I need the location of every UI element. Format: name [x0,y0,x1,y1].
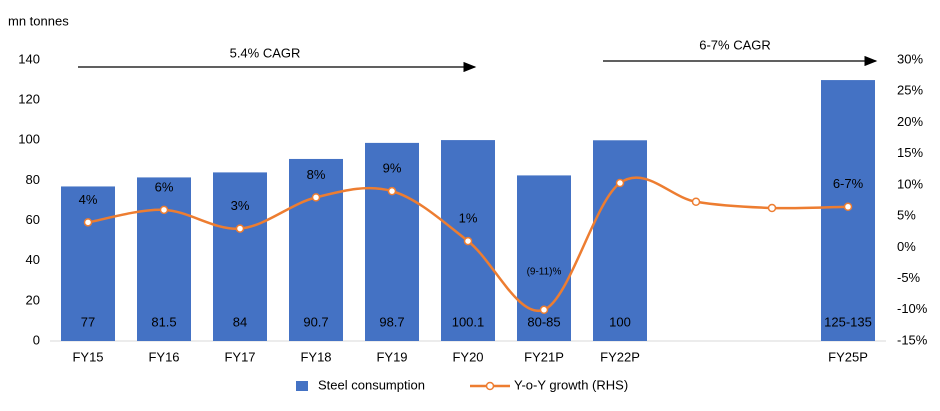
x-tick-label: FY25P [828,349,868,364]
y2-tick-label: 5% [897,208,916,223]
bar-value-label: 90.7 [303,314,328,329]
growth-value-label: (9-11)% [527,266,562,277]
growth-point [159,205,169,215]
growth-value-label: 9% [383,161,402,176]
y2-tick-label: 10% [897,176,923,191]
bar-value-label: 100 [609,314,631,329]
y2-tick-label: 30% [897,51,923,66]
y-tick-label: 40 [26,252,40,267]
growth-point [691,197,701,206]
bar [61,186,115,341]
bar [137,177,191,341]
y2-tick-label: -10% [897,301,928,316]
y2-tick-label: 15% [897,145,923,160]
y2-tick-label: 0% [897,239,916,254]
growth-point [387,186,397,196]
bar-value-label: 125-135 [824,314,872,329]
growth-point [235,224,245,233]
legend-swatch [296,381,308,391]
bar [365,142,419,341]
bar-value-label: 98.7 [379,314,404,329]
growth-point [463,236,473,246]
growth-line [87,176,849,313]
y-tick-label: 0 [33,332,40,347]
bar-value-label: 77 [81,314,95,329]
x-tick-label: FY20 [452,349,483,364]
bar [289,158,343,341]
bar [213,172,267,341]
growth-point [843,202,853,211]
annotation: 5.4% CAGR [230,45,301,60]
x-tick-label: FY22P [600,349,640,364]
x-tick-label: FY17 [224,349,255,364]
growth-value-label: 6-7% [833,176,864,191]
y-tick-label: 100 [18,132,40,147]
growth-value-label: 1% [459,211,478,226]
bar-value-label: 80-85 [527,314,560,329]
x-tick-label: FY18 [300,349,331,364]
growth-point [767,203,777,213]
growth-value-label: 3% [231,198,250,213]
growth-value-label: 8% [307,167,326,182]
growth-point [83,218,93,227]
bar-value-label: 84 [233,314,247,329]
legend-swatch [485,381,495,391]
x-tick-label: FY21P [524,349,564,364]
y2-tick-label: -15% [897,332,928,347]
growth-value-label: 4% [79,192,98,207]
y-tick-label: 140 [18,51,40,66]
x-tick-label: FY19 [376,349,407,364]
y2-tick-label: -5% [897,270,921,285]
y-tick-label: 120 [18,92,40,107]
x-tick-label: FY16 [148,349,179,364]
x-tick-label: FY15 [72,349,103,364]
annotation: 6-7% CAGR [699,37,771,52]
legend-label: Steel consumption [318,377,425,392]
bar [593,140,647,341]
y2-tick-label: 20% [897,114,923,129]
bar-value-label: 100.1 [452,314,485,329]
y-tick-label: 60 [26,212,40,227]
y-tick-label: 80 [26,172,40,187]
y2-tick-label: 25% [897,83,923,98]
legend-label: Y-o-Y growth (RHS) [514,377,628,392]
y-axis-label: mn tonnes [8,13,69,28]
growth-point [539,305,549,315]
growth-point [311,193,321,202]
growth-value-label: 6% [155,179,174,194]
y-tick-label: 20 [26,292,40,307]
bar-value-label: 81.5 [151,314,176,329]
growth-point [615,178,625,188]
